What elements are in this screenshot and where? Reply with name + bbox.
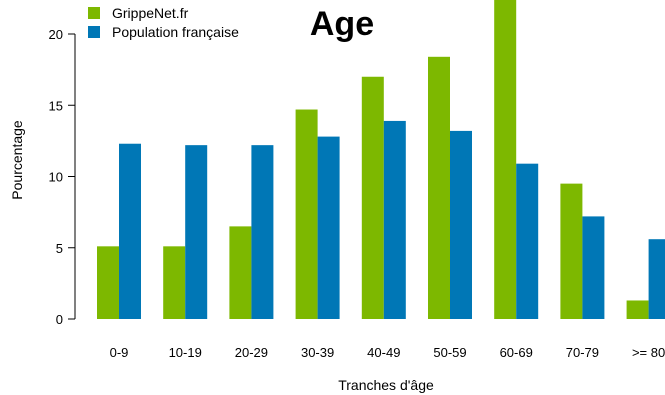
y-tick-label-4: 20	[49, 27, 63, 42]
legend-label-0: GrippeNet.fr	[112, 5, 189, 21]
bar-population-4	[383, 120, 406, 319]
legend-label-1: Population française	[112, 24, 239, 40]
y-axis-title: Pourcentage	[9, 120, 25, 200]
bar-population-5	[450, 130, 472, 319]
x-tick-labels: 0-9 10-19 20-29 30-39 40-49 50-59 60-69 70-79 >=…	[110, 345, 665, 360]
x-tick-label-1: 10-19	[169, 345, 202, 360]
x-tick-label-8: >= 80	[632, 345, 665, 360]
y-tick-label-0: 0	[56, 312, 63, 327]
x-tick-label-7: 70-79	[566, 345, 599, 360]
x-tick-label-2: 20-29	[235, 345, 268, 360]
bar-population-2	[251, 145, 274, 319]
bars-group	[97, 0, 665, 320]
bar-population-0	[119, 143, 141, 319]
bar-grippenet-7	[560, 183, 583, 319]
bar-population-8	[648, 239, 665, 319]
chart-title: Age	[310, 5, 374, 43]
bar-population-7	[582, 216, 605, 319]
y-tick-label-2: 10	[49, 170, 63, 185]
y-tick-label-1: 5	[56, 241, 63, 256]
legend-swatch-0	[88, 7, 100, 19]
bar-grippenet-8	[626, 300, 649, 319]
bar-grippenet-5	[428, 56, 450, 320]
legend-swatch-1	[88, 26, 100, 38]
bar-population-6	[516, 163, 539, 319]
bar-grippenet-3	[295, 109, 318, 320]
x-tick-label-3: 30-39	[301, 345, 334, 360]
y-axis: 0 5 10 15 20	[49, 27, 76, 327]
legend: GrippeNet.fr Population française	[88, 5, 239, 40]
bar-grippenet-4	[361, 76, 384, 319]
x-tick-label-0: 0-9	[110, 345, 129, 360]
bar-grippenet-2	[229, 226, 252, 319]
x-tick-label-6: 60-69	[500, 345, 533, 360]
x-tick-label-4: 40-49	[367, 345, 400, 360]
bar-grippenet-0	[97, 246, 119, 319]
bar-population-3	[317, 136, 340, 319]
bar-population-1	[185, 145, 208, 319]
x-tick-label-5: 50-59	[433, 345, 466, 360]
bar-grippenet-1	[163, 246, 186, 319]
x-axis-title: Tranches d'âge	[338, 377, 434, 393]
bar-grippenet-6	[494, 0, 517, 319]
y-tick-label-3: 15	[49, 98, 63, 113]
